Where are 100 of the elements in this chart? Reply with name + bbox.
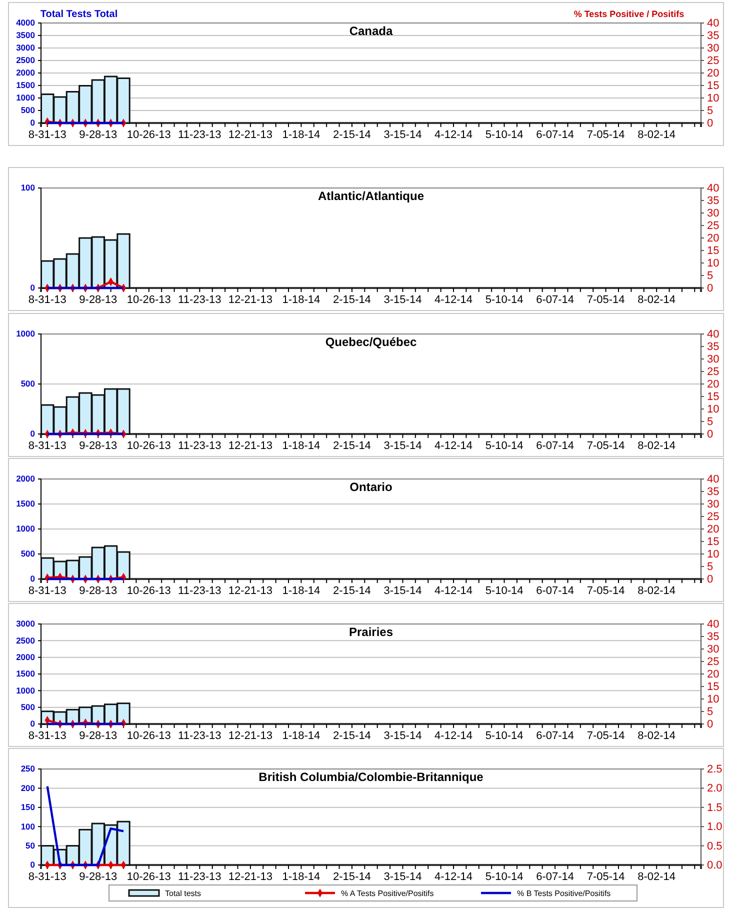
x-tick-label: 10-26-13 — [126, 128, 171, 141]
y-tick-label: 4000 — [16, 18, 36, 28]
x-tick-label: 12-21-13 — [228, 870, 272, 883]
y-tick-label: 500 — [20, 548, 36, 559]
y2-tick-label: 15 — [707, 80, 720, 92]
y2-tick-label: 2.5 — [707, 764, 722, 776]
x-tick-label: 1-18-14 — [282, 584, 320, 597]
y2-tick-label: 40 — [707, 18, 720, 30]
x-tick-label: 2-15-14 — [333, 870, 371, 883]
legend-label: % A Tests Positive/Positifs — [341, 889, 434, 898]
x-tick-label: 3-15-14 — [384, 294, 422, 306]
y2-tick-label: 10 — [707, 92, 720, 105]
x-tick-label: 9-28-13 — [79, 294, 118, 306]
x-tick-label: 9-28-13 — [79, 870, 118, 883]
legend-label: Total tests — [165, 889, 202, 898]
y2-tick-label: 5 — [707, 270, 714, 282]
x-tick-label: 7-05-14 — [586, 870, 625, 883]
x-tick-label: 6-07-14 — [536, 440, 574, 452]
y-tick-label: 2500 — [16, 635, 36, 646]
y-tick-label: 250 — [20, 764, 36, 774]
y-tick-label: 2000 — [16, 652, 36, 662]
y2-tick-label: 15 — [707, 536, 720, 548]
x-tick-label: 8-31-13 — [28, 294, 66, 306]
y2-tick-label: 0 — [707, 574, 714, 586]
y2-tick-label: 10 — [707, 548, 720, 561]
y-tick-label: 100 — [20, 182, 36, 193]
x-tick-label: 2-15-14 — [333, 730, 371, 742]
x-tick-label: 8-31-13 — [28, 730, 66, 742]
y2-tick-label: 20 — [707, 232, 720, 245]
y2-tick-label: 10 — [707, 694, 720, 706]
x-tick-label: 8-02-14 — [638, 870, 676, 883]
y2-tick-label: 10 — [707, 258, 720, 270]
y2-tick-label: 30 — [707, 42, 720, 55]
y2-tick-label: 0 — [707, 718, 714, 731]
x-tick-label: 8-31-13 — [28, 440, 66, 452]
y-tick-label: 0 — [30, 718, 36, 729]
y2-tick-label: 30 — [707, 208, 720, 220]
x-tick-label: 11-23-13 — [178, 440, 222, 452]
x-tick-label: 1-18-14 — [282, 128, 320, 141]
y-tick-label: 0 — [30, 574, 36, 584]
x-tick-label: 8-31-13 — [28, 584, 66, 597]
y-tick-label: 500 — [20, 105, 36, 116]
x-tick-label: 12-21-13 — [228, 294, 272, 306]
x-tick-label: 8-02-14 — [638, 294, 676, 306]
chart-title: Atlantic/Atlantique — [318, 189, 424, 203]
y2-tick-label: 0.5 — [707, 840, 722, 852]
x-tick-label: 12-21-13 — [228, 584, 272, 597]
x-tick-label: 4-12-14 — [434, 440, 472, 452]
x-tick-label: 6-07-14 — [536, 730, 574, 742]
y2-tick-label: 5 — [707, 561, 714, 574]
y-tick-label: 1000 — [16, 92, 36, 103]
y2-tick-label: 30 — [707, 644, 720, 656]
y2-tick-label: 40 — [707, 618, 720, 631]
y-tick-label: 150 — [20, 802, 36, 812]
x-tick-label: 8-02-14 — [638, 730, 676, 742]
x-tick-label: 3-15-14 — [384, 584, 422, 597]
y2-tick-label: 15 — [707, 245, 720, 258]
x-tick-label: 8-02-14 — [638, 440, 676, 452]
x-tick-label: 4-12-14 — [434, 294, 472, 306]
y2-tick-label: 15 — [707, 391, 720, 404]
y-tick-label: 3500 — [16, 30, 36, 40]
x-tick-label: 10-26-13 — [126, 584, 171, 597]
y2-tick-label: 20 — [707, 668, 720, 681]
y2-tick-label: 5 — [707, 416, 714, 428]
x-tick-label: 7-05-14 — [586, 294, 625, 306]
x-tick-label: 3-15-14 — [384, 730, 422, 742]
y2-tick-label: 5 — [707, 706, 714, 718]
x-tick-label: 4-12-14 — [434, 730, 472, 742]
y2-tick-label: 30 — [707, 354, 720, 366]
x-tick-label: 8-02-14 — [638, 584, 676, 597]
x-tick-label: 1-18-14 — [282, 440, 320, 452]
x-tick-label: 4-12-14 — [434, 584, 472, 597]
x-tick-label: 12-21-13 — [228, 440, 272, 452]
y2-axis-title: % Tests Positive / Positifs — [574, 9, 684, 19]
y2-tick-label: 0 — [707, 118, 714, 130]
y2-tick-label: 0 — [707, 282, 714, 295]
y-tick-label: 200 — [20, 782, 36, 793]
x-tick-label: 5-10-14 — [485, 294, 524, 306]
y2-tick-label: 5 — [707, 105, 714, 118]
y-tick-label: 1500 — [16, 668, 36, 679]
x-tick-label: 2-15-14 — [333, 294, 371, 306]
y-tick-label: 3000 — [16, 618, 36, 629]
y-tick-label: 500 — [20, 702, 36, 712]
x-tick-label: 7-05-14 — [586, 440, 625, 452]
y-tick-label: 1000 — [16, 685, 36, 696]
x-tick-label: 5-10-14 — [485, 128, 524, 141]
x-tick-label: 10-26-13 — [126, 440, 171, 452]
x-tick-label: 1-18-14 — [282, 730, 320, 742]
x-tick-label: 1-18-14 — [282, 294, 320, 306]
y2-tick-label: 20 — [707, 378, 720, 391]
x-tick-label: 9-28-13 — [79, 584, 118, 597]
y2-tick-label: 0.0 — [707, 860, 722, 872]
x-tick-label: 2-15-14 — [333, 584, 371, 597]
y2-tick-label: 20 — [707, 524, 720, 536]
x-tick-label: 2-15-14 — [333, 440, 371, 452]
y2-tick-label: 35 — [707, 486, 720, 498]
y-axis-title: Total Tests Total — [40, 9, 118, 20]
y-tick-label: 0 — [30, 282, 36, 293]
x-tick-label: 12-21-13 — [228, 128, 272, 141]
chart-title: Ontario — [350, 480, 392, 494]
